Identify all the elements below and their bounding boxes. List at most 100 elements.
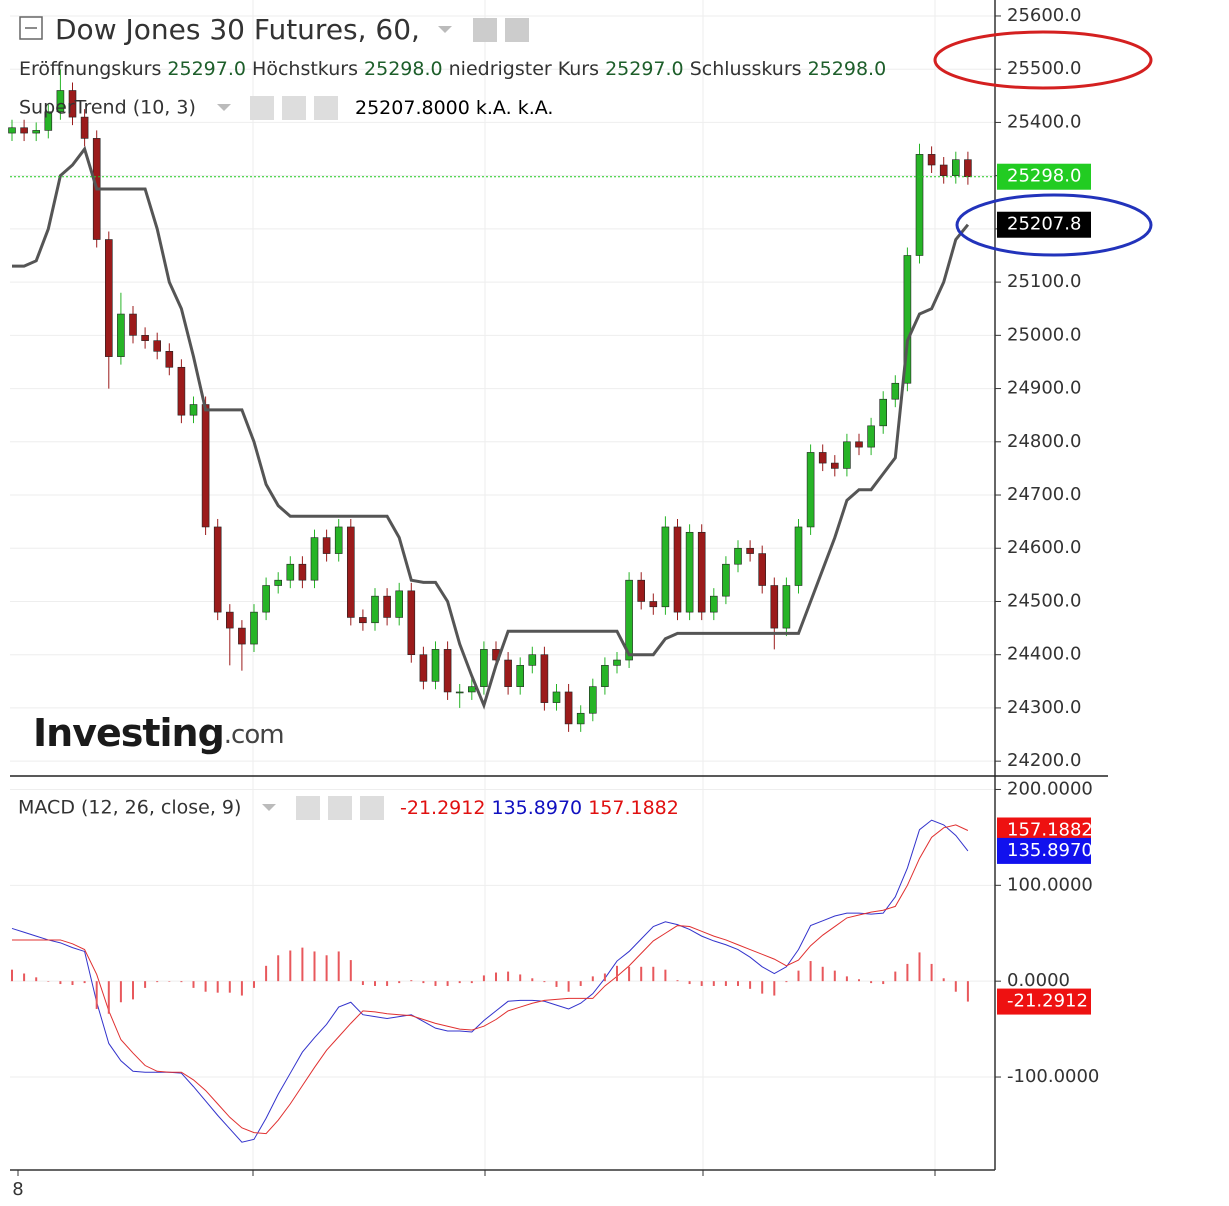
candle-body: [540, 654, 549, 703]
candle-body: [443, 649, 452, 693]
candle-body: [68, 90, 77, 118]
histogram-bar: [591, 976, 594, 982]
y-tick-label: 100.0000: [1007, 874, 1093, 895]
candle-body: [407, 590, 416, 656]
candle-body: [951, 159, 960, 176]
dropdown-icon[interactable]: [262, 804, 276, 811]
candle-body: [56, 90, 65, 113]
settings-icon[interactable]: [505, 18, 529, 42]
histogram-bar: [737, 981, 739, 986]
candle-body: [165, 351, 174, 368]
labels-layer: 25600.025500.025400.025300.025200.025100…: [12, 5, 1099, 1200]
indicator-value: 25207.8000: [355, 97, 470, 119]
candle-body: [734, 547, 742, 565]
y-tick-label: 24300.0: [1007, 697, 1081, 718]
histogram-bar: [966, 981, 969, 1002]
ohlc-legend: Eröffnungskurs 25297.0 Höchstkurs 25298.…: [19, 58, 886, 80]
histogram-bar: [906, 963, 909, 982]
settings-icon[interactable]: [282, 96, 306, 120]
histogram-bar: [228, 981, 231, 993]
candle-body: [564, 691, 573, 725]
candle-body: [830, 462, 839, 469]
histogram-bar: [531, 978, 534, 982]
y-tick-label: 24600.0: [1007, 537, 1081, 558]
settings-icon[interactable]: [328, 796, 352, 820]
candle-body: [964, 159, 972, 178]
price-tag: [997, 837, 1091, 864]
histogram-bar: [579, 981, 582, 986]
candle-body: [419, 654, 428, 682]
histogram-bar: [95, 981, 98, 1009]
watermark: Investing.com: [33, 711, 284, 755]
histogram-bar: [386, 981, 389, 986]
candle-body: [32, 130, 41, 134]
candle-body: [613, 659, 621, 666]
histogram-bar: [192, 981, 195, 988]
candle-body: [915, 154, 924, 256]
candle-body: [637, 579, 646, 602]
candle-body: [927, 154, 936, 166]
histogram-bar: [858, 979, 860, 982]
histogram-bar: [567, 981, 570, 992]
candle-body: [8, 127, 16, 134]
macd-value: 135.8970: [491, 797, 582, 819]
histogram-bar: [107, 981, 110, 1014]
dropdown-icon[interactable]: [217, 104, 231, 111]
highlight-ellipse: [955, 193, 1153, 257]
highlight-ellipse: [933, 30, 1153, 90]
candle-body: [576, 712, 585, 725]
histogram-bar: [253, 981, 255, 988]
histogram-bar: [676, 980, 679, 982]
histogram-bar: [361, 981, 364, 986]
candle-body: [855, 441, 863, 448]
dropdown-icon[interactable]: [438, 26, 452, 33]
histogram-bar: [954, 981, 957, 992]
y-tick-label: 24900.0: [1007, 378, 1081, 399]
remove-icon[interactable]: [314, 96, 338, 120]
candle-body: [455, 691, 464, 694]
y-tick-label: 25100.0: [1007, 271, 1081, 292]
histogram-bar: [325, 955, 328, 982]
price-tag-label: 25207.8: [1007, 214, 1081, 235]
macd-title: MACD (12, 26, close, 9): [18, 797, 241, 819]
legend-label: Höchstkurs: [252, 58, 358, 80]
histogram-bar: [930, 963, 933, 982]
visibility-icon[interactable]: [296, 796, 320, 820]
histogram-bar: [507, 971, 510, 982]
histogram-bar: [821, 966, 824, 982]
histogram-bar: [712, 981, 715, 986]
candle-body: [504, 659, 512, 687]
visibility-icon[interactable]: [250, 96, 274, 120]
histogram-bar: [71, 981, 74, 986]
histogram-bar: [422, 981, 425, 984]
marks-layer: [8, 69, 995, 1143]
candle-body: [661, 526, 670, 608]
visibility-icon[interactable]: [473, 18, 497, 42]
histogram-bar: [83, 981, 86, 984]
candle-body: [334, 526, 343, 554]
candle-body: [310, 537, 319, 581]
legend-label: Eröffnungskurs: [19, 58, 161, 80]
y-tick-label: 25400.0: [1007, 111, 1081, 132]
price-tag-label: 157.1882: [1007, 819, 1093, 840]
remove-icon[interactable]: [360, 796, 384, 820]
candle-body: [371, 595, 379, 624]
histogram-bar: [942, 978, 945, 982]
legend-value: 25297.0: [605, 58, 684, 80]
y-tick-label: 24200.0: [1007, 750, 1081, 771]
candle-body: [528, 654, 537, 666]
candle-body: [758, 553, 767, 586]
indicator-na: k.A.: [476, 97, 512, 119]
candle-body: [588, 686, 597, 714]
histogram-bar: [495, 972, 497, 982]
y-tick-label: -100.0000: [1007, 1066, 1099, 1087]
histogram-bar: [652, 966, 655, 982]
histogram-bar: [289, 950, 292, 982]
candle-body: [625, 579, 633, 661]
histogram-bar: [132, 981, 134, 1000]
candle-body: [177, 366, 186, 416]
candle-body: [286, 563, 295, 581]
candle-body: [213, 526, 222, 613]
collapse-icon[interactable]: [19, 16, 43, 40]
